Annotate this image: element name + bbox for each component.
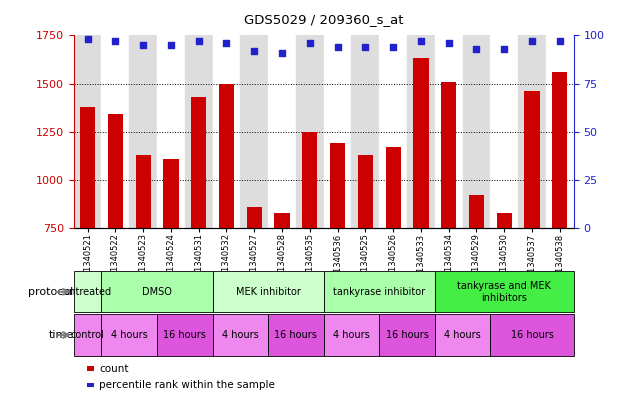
Bar xyxy=(469,195,484,373)
Point xyxy=(304,40,315,46)
Bar xyxy=(74,271,101,312)
Bar xyxy=(135,155,151,373)
Bar xyxy=(435,35,463,228)
Bar xyxy=(490,314,574,356)
Point xyxy=(138,42,148,48)
Text: time: time xyxy=(49,330,74,340)
Bar xyxy=(546,35,574,228)
Bar xyxy=(296,35,324,228)
Bar xyxy=(268,314,324,356)
Bar xyxy=(268,35,296,228)
Bar xyxy=(324,314,379,356)
Bar xyxy=(524,91,540,373)
Bar xyxy=(191,97,206,373)
Text: 4 hours: 4 hours xyxy=(222,330,259,340)
Text: tankyrase inhibitor: tankyrase inhibitor xyxy=(333,287,426,297)
Point xyxy=(416,38,426,44)
Text: MEK inhibitor: MEK inhibitor xyxy=(236,287,301,297)
Point xyxy=(83,36,93,42)
Text: untreated: untreated xyxy=(63,287,112,297)
Text: 16 hours: 16 hours xyxy=(386,330,428,340)
Point xyxy=(333,44,343,50)
Point xyxy=(499,46,510,52)
Point xyxy=(249,48,260,54)
Bar xyxy=(324,35,351,228)
Bar xyxy=(518,35,546,228)
Bar xyxy=(74,314,101,356)
Text: 4 hours: 4 hours xyxy=(444,330,481,340)
Bar xyxy=(185,35,213,228)
Point xyxy=(471,46,481,52)
Point xyxy=(277,50,287,56)
Text: tankyrase and MEK
inhibitors: tankyrase and MEK inhibitors xyxy=(457,281,551,303)
Point xyxy=(554,38,565,44)
Bar xyxy=(358,155,373,373)
Bar xyxy=(108,114,123,373)
Bar xyxy=(247,207,262,373)
Text: GDS5029 / 209360_s_at: GDS5029 / 209360_s_at xyxy=(244,13,403,26)
Bar xyxy=(552,72,567,373)
Bar xyxy=(413,59,429,373)
Bar xyxy=(407,35,435,228)
Text: 4 hours: 4 hours xyxy=(333,330,370,340)
Bar xyxy=(497,213,512,373)
Bar xyxy=(490,35,518,228)
Point xyxy=(221,40,231,46)
Point xyxy=(166,42,176,48)
Point xyxy=(194,38,204,44)
Point xyxy=(388,44,398,50)
Point xyxy=(360,44,370,50)
Bar xyxy=(324,271,435,312)
Bar xyxy=(385,147,401,373)
Text: control: control xyxy=(71,330,104,340)
Text: DMSO: DMSO xyxy=(142,287,172,297)
Bar xyxy=(157,35,185,228)
Text: percentile rank within the sample: percentile rank within the sample xyxy=(99,380,275,390)
Text: 16 hours: 16 hours xyxy=(163,330,206,340)
Point xyxy=(527,38,537,44)
Bar xyxy=(435,314,490,356)
Bar xyxy=(441,82,456,373)
Point xyxy=(110,38,121,44)
Bar xyxy=(302,132,317,373)
Bar xyxy=(101,35,129,228)
Text: 16 hours: 16 hours xyxy=(511,330,553,340)
Bar xyxy=(463,35,490,228)
Bar xyxy=(435,271,574,312)
Bar xyxy=(74,35,101,228)
Bar xyxy=(213,35,240,228)
Point xyxy=(444,40,454,46)
Bar xyxy=(330,143,345,373)
Bar xyxy=(213,314,268,356)
Bar xyxy=(80,107,96,373)
Bar xyxy=(101,271,213,312)
Text: 4 hours: 4 hours xyxy=(111,330,147,340)
Bar xyxy=(219,83,234,373)
Text: 16 hours: 16 hours xyxy=(274,330,317,340)
Bar xyxy=(240,35,268,228)
Bar xyxy=(351,35,379,228)
Bar xyxy=(129,35,157,228)
Bar xyxy=(379,314,435,356)
Bar xyxy=(274,213,290,373)
Bar xyxy=(163,159,179,373)
Bar xyxy=(101,314,157,356)
Text: protocol: protocol xyxy=(28,287,74,297)
Text: count: count xyxy=(99,364,129,374)
Bar xyxy=(379,35,407,228)
Bar xyxy=(157,314,213,356)
Bar xyxy=(213,271,324,312)
